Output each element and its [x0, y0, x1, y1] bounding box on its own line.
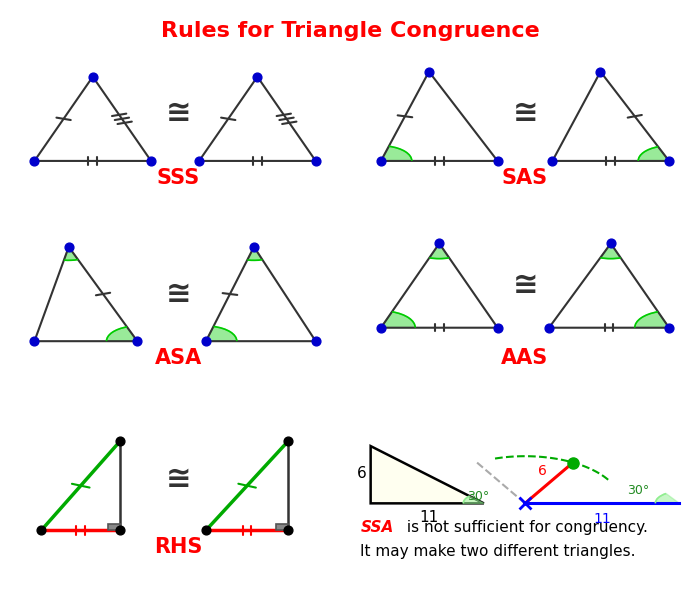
Point: [424, 67, 435, 76]
Text: 11: 11: [419, 510, 439, 525]
Point: [36, 525, 47, 535]
Text: ≅: ≅: [166, 99, 191, 128]
Point: [248, 242, 260, 252]
Text: 6: 6: [357, 466, 367, 480]
Point: [115, 436, 126, 446]
Text: SAS: SAS: [502, 168, 548, 188]
Polygon shape: [381, 147, 412, 161]
Text: ≅: ≅: [512, 271, 538, 300]
Text: ≅: ≅: [166, 465, 191, 494]
Point: [605, 239, 617, 248]
Text: 6: 6: [538, 464, 547, 478]
Point: [87, 72, 98, 82]
Text: AAS: AAS: [501, 348, 549, 368]
Bar: [108, 524, 120, 530]
Polygon shape: [638, 147, 669, 161]
Polygon shape: [635, 312, 669, 327]
Polygon shape: [463, 496, 484, 504]
Point: [193, 156, 204, 165]
Point: [310, 156, 321, 165]
Point: [283, 525, 294, 535]
Text: SSA: SSA: [360, 520, 393, 535]
Polygon shape: [371, 446, 484, 504]
Point: [200, 336, 211, 346]
Text: SSS: SSS: [157, 168, 200, 188]
Point: [252, 72, 263, 82]
Text: It may make two different triangles.: It may make two different triangles.: [360, 544, 636, 558]
Point: [132, 336, 143, 346]
Point: [492, 156, 503, 165]
Text: 30°: 30°: [627, 483, 650, 496]
Point: [433, 239, 445, 248]
Polygon shape: [247, 247, 262, 260]
Point: [200, 525, 211, 535]
Polygon shape: [381, 312, 415, 327]
Point: [375, 156, 386, 165]
Polygon shape: [106, 327, 137, 341]
Point: [115, 525, 126, 535]
Polygon shape: [655, 493, 679, 504]
Polygon shape: [64, 247, 78, 260]
Text: ASA: ASA: [155, 348, 202, 368]
Text: ≅: ≅: [512, 99, 538, 128]
Point: [29, 156, 40, 165]
Text: 11: 11: [594, 512, 611, 526]
Point: [310, 336, 321, 346]
Text: ≅: ≅: [166, 280, 191, 309]
Point: [375, 323, 386, 332]
Polygon shape: [206, 326, 237, 341]
Point: [492, 323, 503, 332]
Point: [664, 323, 675, 332]
Point: [29, 336, 40, 346]
Point: [547, 156, 558, 165]
Point: [595, 67, 606, 76]
Point: [664, 156, 675, 165]
Polygon shape: [601, 243, 621, 259]
Bar: [276, 524, 288, 530]
Text: RHS: RHS: [154, 537, 203, 557]
Point: [146, 156, 157, 165]
Polygon shape: [429, 243, 449, 259]
Text: 30°: 30°: [467, 490, 489, 503]
Point: [543, 323, 554, 332]
Text: is not sufficient for congruency.: is not sufficient for congruency.: [402, 520, 648, 535]
Point: [283, 436, 294, 446]
Text: Rules for Triangle Congruence: Rules for Triangle Congruence: [160, 21, 540, 41]
Point: [63, 242, 74, 252]
